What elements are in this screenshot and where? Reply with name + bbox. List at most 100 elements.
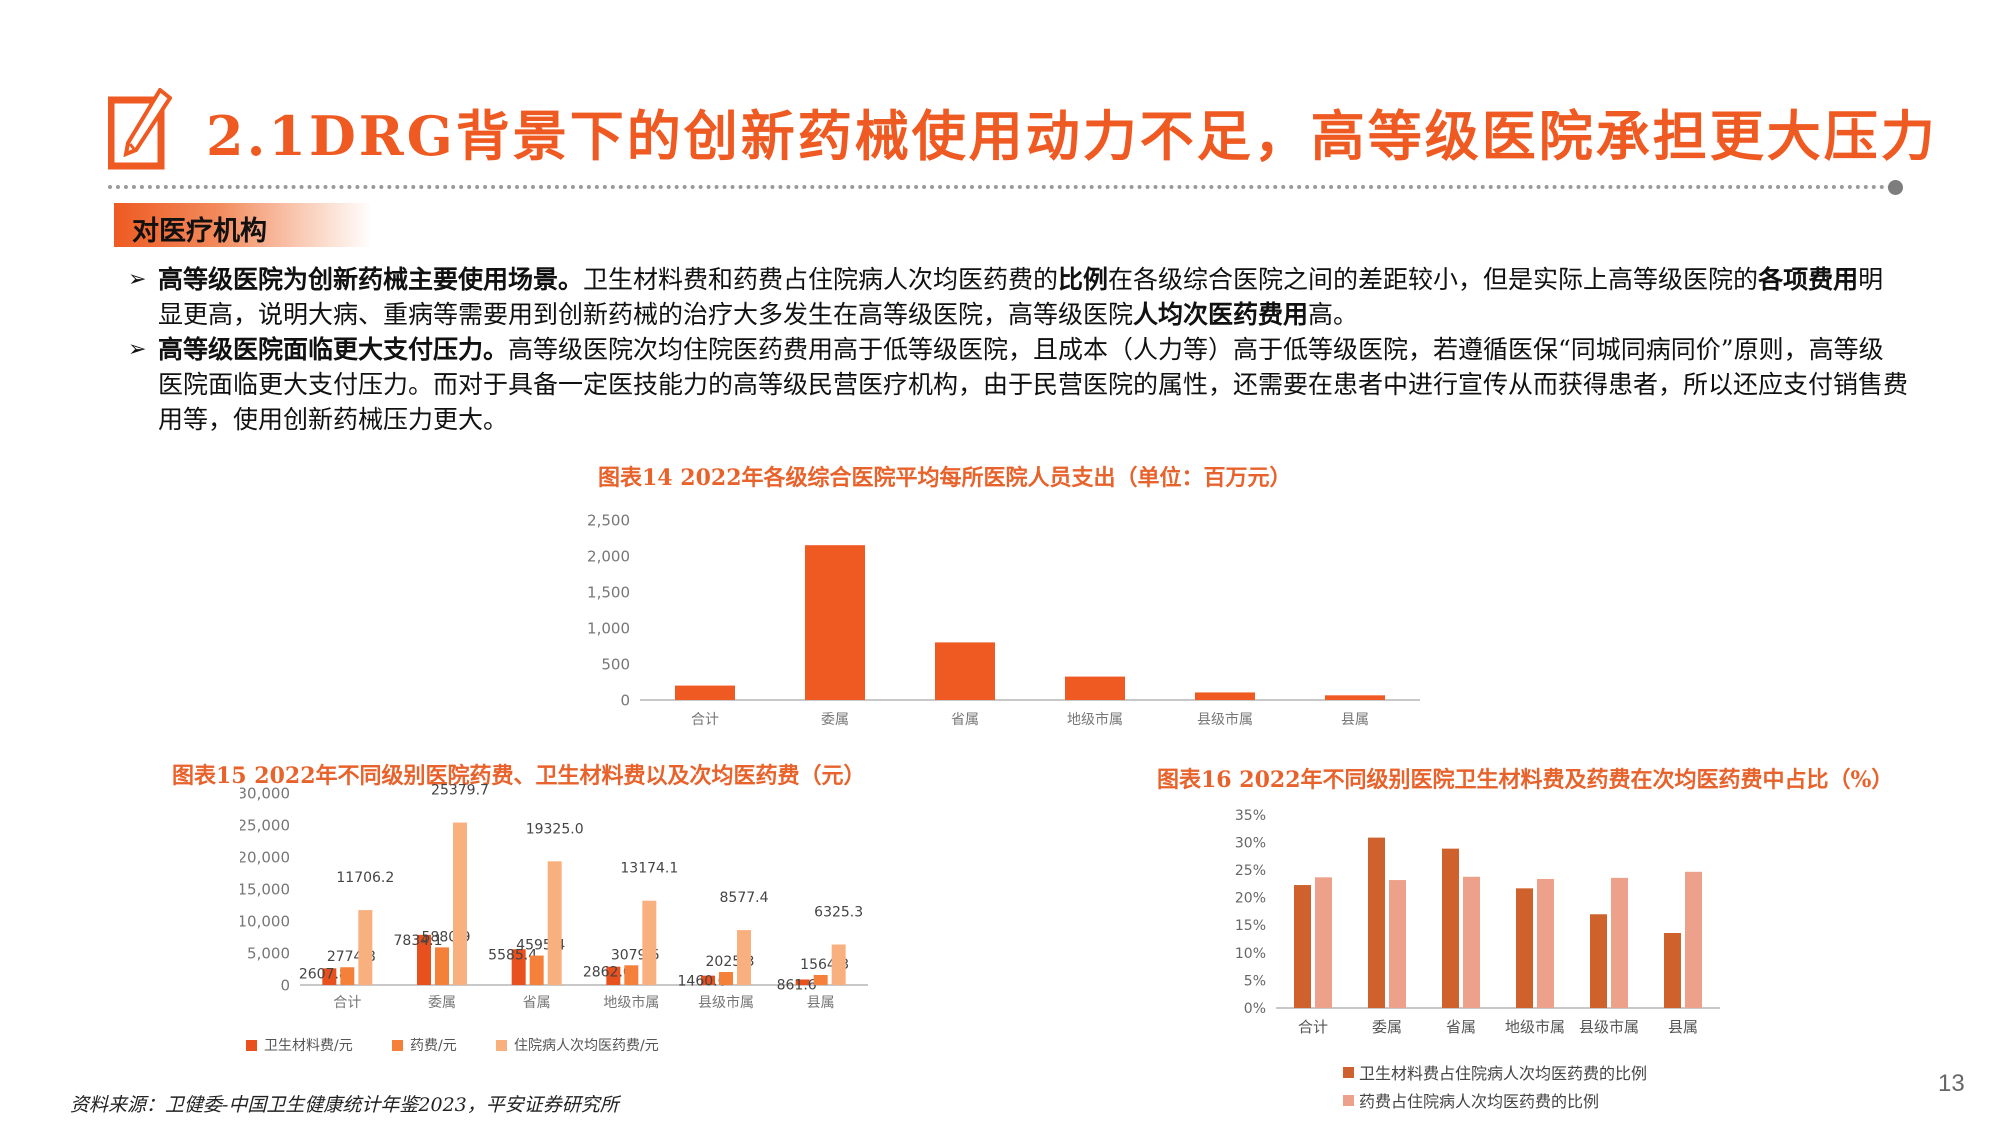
bar [813, 974, 828, 985]
paragraph-emphasis: 比例 [1058, 265, 1109, 294]
data-label: 13174.1 [620, 861, 678, 877]
x-category-label: 合计 [333, 995, 361, 1011]
x-category-label: 县属 [807, 995, 835, 1011]
bar [935, 642, 995, 700]
y-tick-label: 500 [601, 655, 630, 673]
x-category-label: 地级市属 [603, 994, 659, 1011]
data-label: 19325.0 [526, 821, 584, 837]
legend-label: 卫生材料费占住院病人次均医药费的比例 [1359, 1064, 1648, 1083]
divider-end-dot [1888, 180, 1903, 195]
bar [701, 975, 715, 985]
bullet-arrow-icon: ➢ [128, 337, 147, 362]
y-tick-label: 1,000 [587, 619, 630, 637]
bar [547, 861, 562, 985]
pencil-checkbox-icon [108, 88, 172, 170]
source-note: 资料来源：卫健委-中国卫生健康统计年鉴2023，平安证券研究所 [70, 1094, 619, 1116]
x-category-label: 委属 [428, 995, 456, 1011]
section-tag: 对医疗机构 [114, 203, 372, 247]
y-tick-label: 5% [1244, 973, 1266, 989]
page-title: 2.1DRG背景下的创新药械使用动力不足，高等级医院承担更大压力 [206, 104, 1938, 168]
paragraph-1-heading: 高等级医院为创新药械主要使用场景。 [158, 265, 584, 294]
chart16-grouped-bar-chart: 0% 5% 10% 15% 20% 25% 30% 35% 合计 委属 省属 地级市属 县级市属 县属 [1235, 808, 1720, 1036]
bar [1685, 871, 1702, 1008]
x-category-label: 合计 [691, 712, 719, 728]
x-category-label: 县级市属 [698, 994, 754, 1011]
legend-item: 药费占住院病人次均医药费的比例 [1343, 1086, 1647, 1114]
paragraph-text: 卫生材料费和药费占住院病人次均医药费的 [583, 265, 1059, 294]
paragraph-text: 在各级综合医院之间的差距较小，但是实际上高等级医院的 [1108, 265, 1759, 294]
legend-swatch [496, 1040, 507, 1051]
y-tick-label: 10,000 [240, 912, 290, 930]
paragraph-emphasis: 各项费用 [1758, 265, 1859, 294]
bar [1389, 880, 1406, 1008]
y-tick-label: 10% [1235, 946, 1266, 962]
bar [675, 685, 735, 700]
bar [1611, 877, 1628, 1008]
data-label: 25379.7 [431, 783, 489, 799]
bar [1195, 692, 1255, 700]
bar [1065, 676, 1125, 700]
y-tick-label: 20,000 [240, 848, 290, 866]
legend-label: 药费/元 [410, 1038, 457, 1054]
data-label: 11706.2 [336, 870, 394, 886]
page-number: 13 [1938, 1070, 1965, 1097]
bar [1294, 885, 1311, 1008]
x-category-label: 地级市属 [1505, 1018, 1565, 1036]
data-label: 8577.4 [720, 890, 769, 906]
y-tick-label: 0 [620, 691, 630, 709]
bar [1368, 837, 1385, 1008]
body-text: ➢ 高等级医院为创新药械主要使用场景。卫生材料费和药费占住院病人次均医药费的比例… [128, 262, 1908, 437]
bar [1537, 878, 1554, 1008]
bar [1590, 914, 1607, 1008]
y-tick-label: 35% [1235, 808, 1266, 824]
paragraph-1: ➢ 高等级医院为创新药械主要使用场景。卫生材料费和药费占住院病人次均医药费的比例… [128, 262, 1908, 332]
title-divider [108, 185, 1894, 189]
legend-swatch [246, 1040, 257, 1051]
x-category-label: 省属 [523, 995, 551, 1011]
x-category-label: 县属 [1341, 712, 1369, 728]
chart15-grouped-bar-chart: 0 5,000 10,000 15,000 20,000 25,000 30,000 2607… [240, 783, 868, 1054]
x-category-label: 县级市属 [1579, 1018, 1639, 1036]
paragraph-emphasis: 人均次医药费用 [1133, 300, 1309, 329]
legend-item: 卫生材料费占住院病人次均医药费的比例 [1343, 1058, 1647, 1086]
y-tick-label: 30% [1235, 835, 1266, 851]
data-label: 2607.8 [299, 966, 348, 982]
y-tick-label: 15% [1235, 918, 1266, 934]
legend-swatch [1343, 1094, 1354, 1106]
data-label: 2862.0 [583, 965, 632, 981]
data-label: 6325.3 [814, 905, 863, 921]
legend-swatch [392, 1040, 403, 1051]
y-tick-label: 1,500 [587, 583, 630, 601]
x-category-label: 委属 [821, 712, 849, 728]
legend-swatch [1343, 1066, 1354, 1078]
bar [719, 972, 733, 985]
x-category-label: 省属 [951, 712, 979, 728]
data-label: 7834.1 [394, 933, 443, 949]
y-tick-label: 2,000 [587, 547, 630, 565]
x-category-label: 地级市属 [1067, 711, 1123, 728]
y-tick-label: 30,000 [240, 784, 290, 802]
data-label: 1460.6 [678, 974, 727, 990]
bar [358, 910, 373, 985]
bar [453, 822, 467, 985]
data-label: 5585.4 [488, 947, 537, 963]
bar [435, 947, 449, 985]
paragraph-text: 明显更高，说明大病、重病等需要用到创新药械的治疗大多发生在高等级医院，高等级医院 [158, 265, 1884, 329]
y-tick-label: 5,000 [247, 944, 290, 962]
paragraph-text: 高等级医院次均住院医药费用高于低等级医院，且成本（人力等）高于低等级医院，若遵循… [158, 335, 1909, 434]
section-tag-label: 对医疗机构 [132, 216, 267, 247]
bar [1442, 848, 1459, 1008]
bar [1325, 695, 1385, 700]
bar [1664, 933, 1681, 1008]
bar [606, 966, 621, 985]
bar [322, 968, 337, 985]
bar [1315, 877, 1332, 1008]
bar [1516, 888, 1533, 1008]
data-label: 861.6 [777, 977, 817, 993]
bar [831, 944, 846, 985]
bar [511, 949, 526, 985]
x-category-label: 县级市属 [1197, 711, 1253, 728]
y-tick-label: 25% [1235, 863, 1266, 879]
bar [529, 955, 544, 985]
chart14-bar-chart: 0 500 1,000 1,500 2,000 2,500 合计 委属 省属 地级市属 县级市属 县属 [587, 511, 1420, 728]
